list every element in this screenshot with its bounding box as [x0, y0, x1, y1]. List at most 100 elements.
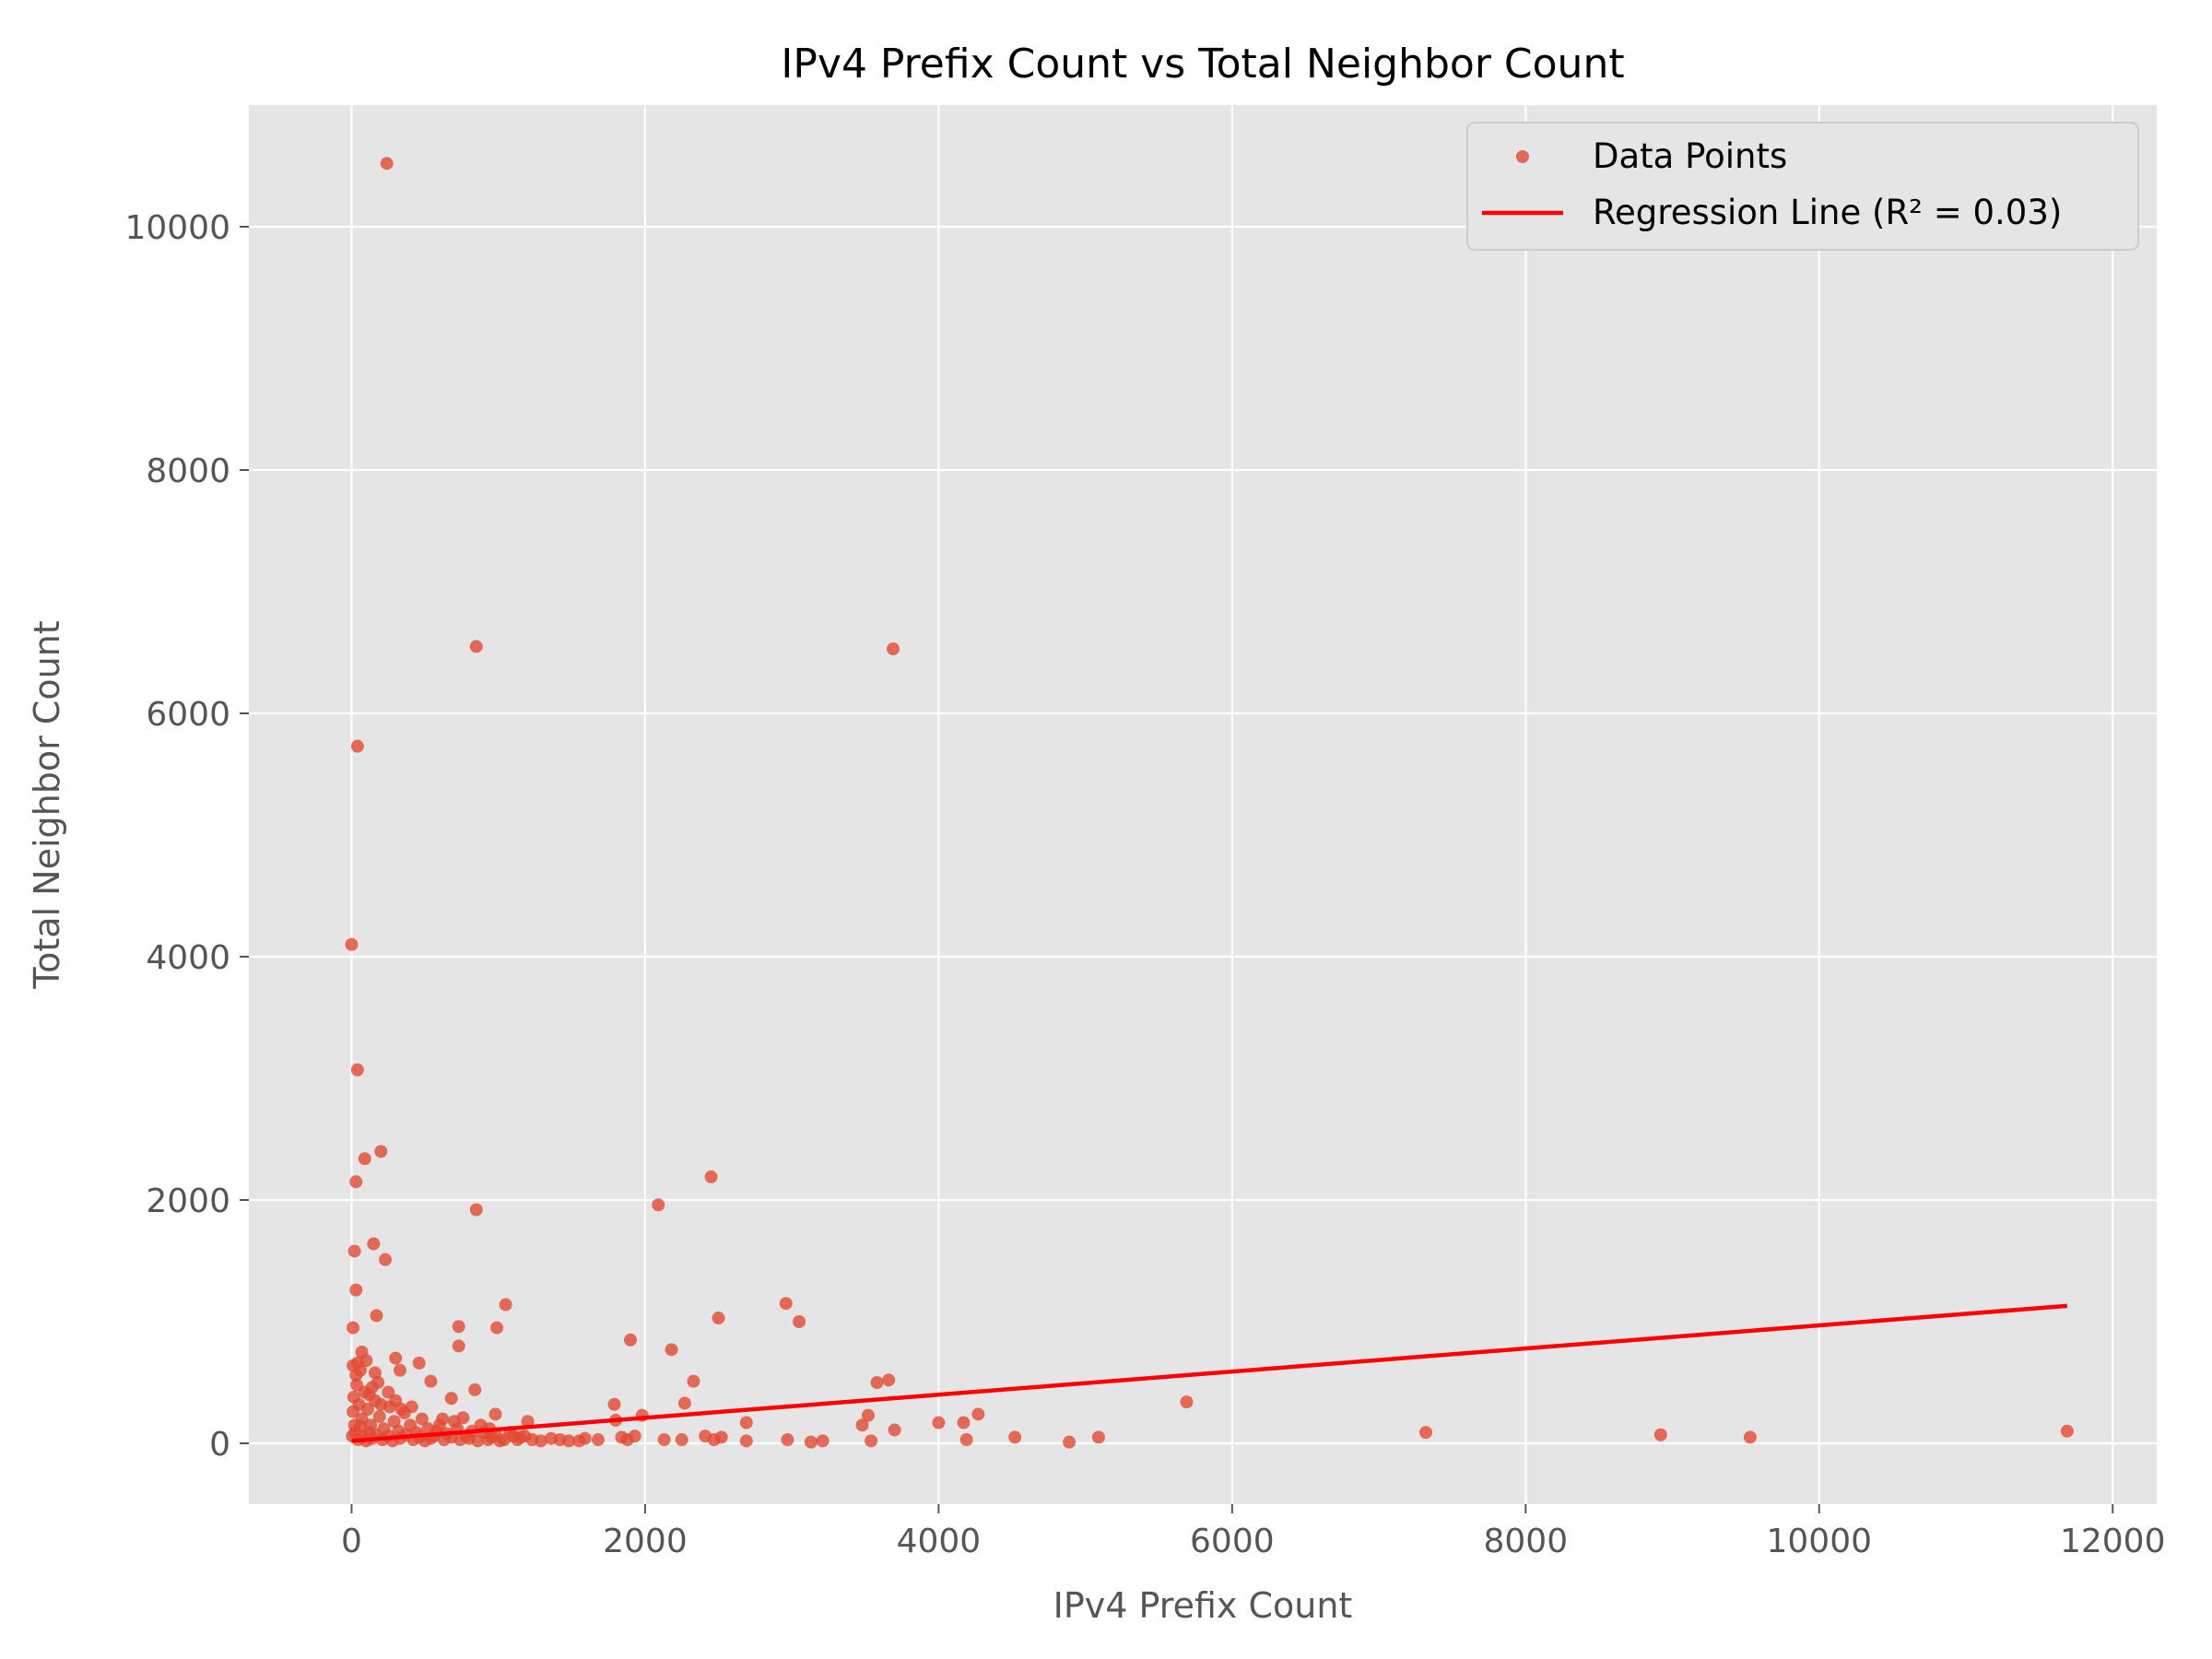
data-point — [712, 1312, 725, 1325]
legend-label-data-points: Data Points — [1593, 136, 1787, 176]
data-point — [865, 1434, 878, 1448]
data-point — [469, 640, 483, 653]
data-point — [870, 1376, 884, 1389]
data-point — [452, 1320, 465, 1334]
x-tick-label: 4000 — [897, 1523, 982, 1560]
data-point — [521, 1415, 535, 1429]
data-point — [499, 1298, 512, 1312]
x-tick-label: 0 — [341, 1523, 362, 1560]
data-point — [424, 1374, 438, 1388]
data-point — [358, 1152, 371, 1166]
data-point — [365, 1381, 379, 1394]
data-point — [415, 1412, 429, 1426]
data-point — [387, 1415, 401, 1429]
data-point — [347, 1244, 361, 1258]
data-point — [452, 1339, 465, 1353]
data-point — [444, 1392, 458, 1406]
data-point — [374, 1145, 388, 1159]
chart-title: IPv4 Prefix Count vs Total Neighbor Coun… — [781, 41, 1624, 88]
regression-line — [351, 1303, 2068, 1443]
y-tick-label: 0 — [209, 1426, 230, 1464]
legend: Data Points Regression Line (R² = 0.03) — [1466, 122, 2139, 251]
data-point — [350, 1378, 364, 1392]
x-tick-label: 10000 — [1767, 1523, 1873, 1560]
y-tick-label: 4000 — [146, 939, 230, 977]
x-axis-label: IPv4 Prefix Count — [1053, 1585, 1353, 1626]
data-point — [349, 1283, 363, 1297]
data-point — [699, 1430, 712, 1443]
data-point — [471, 1434, 485, 1448]
legend-scatter-marker — [1516, 150, 1529, 163]
data-point — [1091, 1430, 1105, 1444]
data-point — [412, 1356, 426, 1370]
data-point — [372, 1409, 386, 1423]
data-point — [350, 1356, 364, 1370]
data-point — [490, 1321, 504, 1335]
data-point — [374, 1397, 388, 1411]
data-point — [615, 1430, 629, 1444]
y-tick-label: 6000 — [146, 696, 230, 734]
data-point — [652, 1198, 665, 1212]
data-point — [855, 1418, 869, 1432]
data-point — [380, 157, 394, 171]
data-point — [861, 1408, 875, 1422]
data-point — [493, 1434, 507, 1448]
data-point — [394, 1403, 408, 1417]
data-point — [779, 1297, 793, 1311]
data-point — [367, 1237, 381, 1251]
data-point — [488, 1407, 502, 1421]
data-point — [1743, 1430, 1757, 1444]
y-tick-label: 10000 — [124, 209, 230, 247]
data-point — [370, 1309, 383, 1323]
data-point — [572, 1434, 586, 1448]
data-point — [389, 1351, 403, 1365]
data-point — [518, 1430, 532, 1443]
data-point — [1063, 1435, 1077, 1449]
data-point — [350, 739, 364, 753]
data-point — [739, 1434, 753, 1448]
x-tick-label: 8000 — [1483, 1523, 1568, 1560]
x-tick-label: 6000 — [1190, 1523, 1275, 1560]
data-point — [888, 1423, 901, 1437]
data-point — [349, 1175, 363, 1189]
data-point — [704, 1170, 718, 1183]
data-point — [591, 1433, 605, 1447]
legend-label-regression-line: Regression Line (R² = 0.03) — [1593, 193, 2062, 232]
data-point — [379, 1253, 393, 1266]
regression-line-layer — [351, 1303, 2068, 1443]
data-point — [456, 1411, 470, 1425]
x-tick-label: 2000 — [603, 1523, 688, 1560]
data-point — [932, 1416, 946, 1430]
data-point — [1180, 1395, 1194, 1409]
data-point — [1419, 1426, 1433, 1440]
data-point — [816, 1434, 830, 1448]
data-point — [793, 1315, 806, 1328]
data-point — [404, 1418, 418, 1432]
data-point — [959, 1433, 973, 1447]
data-point — [2060, 1424, 2074, 1438]
x-tick-label: 12000 — [2060, 1523, 2166, 1560]
y-tick-label: 8000 — [146, 453, 230, 490]
data-point — [368, 1366, 382, 1380]
data-point — [345, 937, 359, 951]
data-point — [887, 642, 900, 656]
data-point — [1008, 1430, 1022, 1444]
data-point — [394, 1363, 407, 1377]
legend-box — [1466, 122, 2139, 251]
data-point — [687, 1374, 700, 1388]
data-point — [624, 1333, 637, 1347]
data-point — [382, 1385, 395, 1399]
data-point — [781, 1433, 794, 1447]
y-tick-label: 2000 — [146, 1182, 230, 1220]
data-point — [804, 1435, 818, 1449]
data-point — [347, 1321, 360, 1335]
data-point — [350, 1063, 364, 1077]
plot-area — [249, 105, 2157, 1504]
data-point — [545, 1431, 559, 1445]
data-point — [739, 1416, 753, 1430]
data-point — [882, 1373, 896, 1387]
data-point — [347, 1405, 360, 1418]
data-point — [468, 1382, 482, 1396]
